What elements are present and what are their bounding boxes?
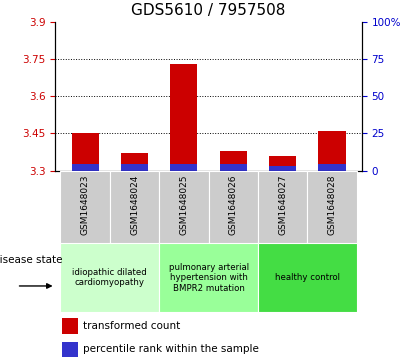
Bar (220, 151, 247, 171)
Text: pulmonary arterial
hypertension with
BMPR2 mutation: pulmonary arterial hypertension with BMP… (169, 263, 249, 293)
Bar (170, 164, 197, 171)
Text: GSM1648027: GSM1648027 (278, 174, 287, 235)
Bar (170, 64, 197, 171)
Text: transformed count: transformed count (83, 321, 180, 331)
Bar (209, 171, 258, 243)
Bar (110, 171, 159, 243)
Bar (319, 164, 346, 171)
Bar (62, 342, 79, 357)
Title: GDS5610 / 7957508: GDS5610 / 7957508 (132, 3, 286, 18)
Text: GSM1648026: GSM1648026 (229, 174, 238, 235)
Bar (60, 243, 159, 312)
Text: GSM1648025: GSM1648025 (179, 174, 188, 235)
Text: disease state: disease state (0, 256, 62, 265)
Bar (60, 171, 110, 243)
Bar (220, 164, 247, 171)
Bar (159, 171, 209, 243)
Text: GSM1648028: GSM1648028 (328, 174, 337, 235)
Bar (258, 243, 357, 312)
Text: percentile rank within the sample: percentile rank within the sample (83, 344, 259, 354)
Text: healthy control: healthy control (275, 273, 340, 282)
Text: GSM1648024: GSM1648024 (130, 174, 139, 234)
Text: idiopathic dilated
cardiomyopathy: idiopathic dilated cardiomyopathy (72, 268, 147, 287)
Bar (72, 133, 99, 171)
Bar (269, 166, 296, 171)
Bar (269, 156, 296, 171)
Bar (319, 131, 346, 171)
Bar (121, 164, 148, 171)
Text: GSM1648023: GSM1648023 (81, 174, 90, 235)
Bar (62, 318, 79, 334)
Bar (72, 164, 99, 171)
Bar (121, 153, 148, 171)
Bar (258, 171, 307, 243)
Bar (159, 243, 258, 312)
Bar (307, 171, 357, 243)
